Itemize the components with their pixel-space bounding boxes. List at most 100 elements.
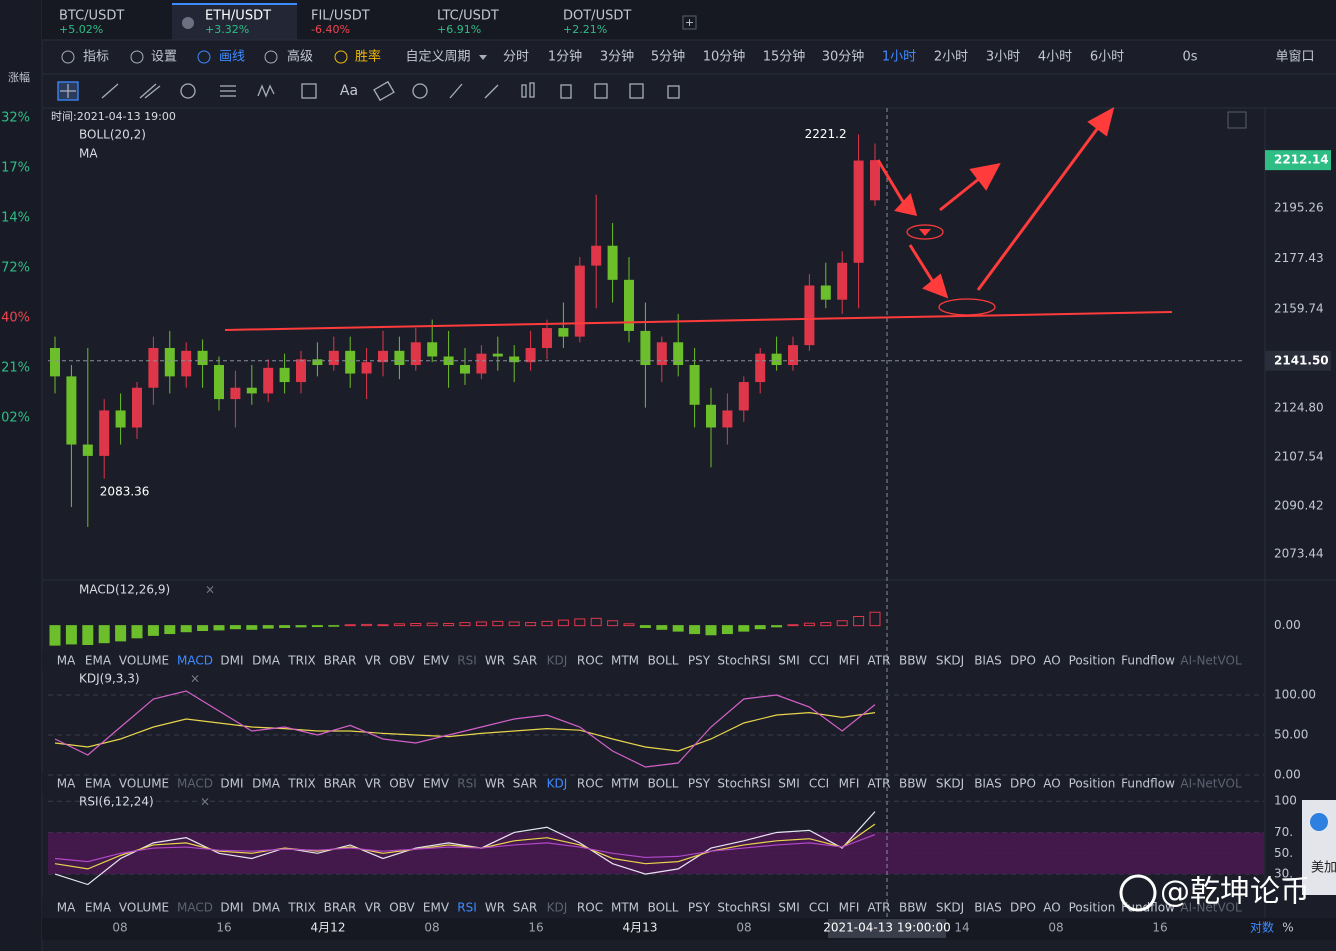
indicator-tab[interactable]: OBV xyxy=(389,901,415,915)
indicator-tab[interactable]: VOLUME xyxy=(119,777,169,791)
indicator-tab[interactable]: VR xyxy=(365,901,382,915)
tab-change[interactable]: -6.40% xyxy=(311,23,350,36)
indicator-tab[interactable]: Fundflow xyxy=(1121,654,1175,668)
toolbar-item[interactable]: 画线 xyxy=(219,50,245,65)
indicator-tab[interactable]: Position xyxy=(1069,654,1116,668)
indicator-tab[interactable]: RSI xyxy=(457,777,477,791)
indicator-tab[interactable]: StochRSI xyxy=(717,654,770,668)
indicator-tab[interactable]: DMI xyxy=(220,777,243,791)
tab-symbol[interactable]: ETH/USDT xyxy=(205,9,271,24)
sidebar-change[interactable]: 2.02% xyxy=(0,411,30,426)
toolbar-item[interactable]: 设置 xyxy=(151,50,177,65)
toolbar-item[interactable]: 1小时 xyxy=(882,50,916,65)
indicator-tab[interactable]: RSI xyxy=(457,654,477,668)
legend-item[interactable]: MA xyxy=(79,147,98,161)
indicator-tab[interactable]: MACD xyxy=(177,901,213,915)
indicator-tab[interactable]: RSI xyxy=(457,901,477,915)
legend-item[interactable]: BOLL(20,2) xyxy=(79,128,146,142)
toolbar-item[interactable]: 4小时 xyxy=(1038,50,1072,65)
indicator-tab[interactable]: PSY xyxy=(688,777,711,791)
tab-change[interactable]: +2.21% xyxy=(563,23,607,36)
sidebar-change[interactable]: 6.40% xyxy=(0,311,30,326)
tab-symbol[interactable]: BTC/USDT xyxy=(59,9,124,24)
indicator-tab[interactable]: MTM xyxy=(611,777,639,791)
indicator-tab[interactable]: AO xyxy=(1043,777,1060,791)
sidebar-change[interactable]: 2.21% xyxy=(0,361,30,376)
indicator-tab[interactable]: MA xyxy=(57,901,76,915)
indicator-tab[interactable]: BIAS xyxy=(974,901,1002,915)
indicator-tab[interactable]: BRAR xyxy=(324,654,357,668)
toolbar-item[interactable]: 30分钟 xyxy=(822,49,865,65)
toolbar-item[interactable]: 15分钟 xyxy=(763,49,806,65)
indicator-tab[interactable]: MFI xyxy=(839,777,860,791)
indicator-tab[interactable]: EMV xyxy=(423,901,450,915)
indicator-tab[interactable]: CCI xyxy=(809,777,829,791)
indicator-tab[interactable]: EMV xyxy=(423,777,450,791)
indicator-tab[interactable]: BOLL xyxy=(648,654,679,668)
indicator-tab[interactable]: BOLL xyxy=(648,901,679,915)
side-popup-text[interactable]: 美加 xyxy=(1311,861,1336,876)
indicator-tab[interactable]: TRIX xyxy=(287,654,315,668)
indicator-tab[interactable]: ATR xyxy=(868,777,891,791)
indicator-tab[interactable]: BIAS xyxy=(974,654,1002,668)
indicator-tab[interactable]: StochRSI xyxy=(717,777,770,791)
toolbar-item[interactable]: 0s xyxy=(1182,50,1197,65)
indicator-tab[interactable]: OBV xyxy=(389,654,415,668)
indicator-tab[interactable]: BBW xyxy=(899,654,927,668)
indicator-tab[interactable]: DMA xyxy=(252,777,281,791)
indicator-tab[interactable]: CCI xyxy=(809,901,829,915)
indicator-tab[interactable]: PSY xyxy=(688,901,711,915)
indicator-tab[interactable]: MFI xyxy=(839,654,860,668)
indicator-tab[interactable]: MACD xyxy=(177,777,213,791)
indicator-tab[interactable]: VR xyxy=(365,777,382,791)
indicator-tab[interactable]: SMI xyxy=(778,777,800,791)
indicator-tab[interactable]: TRIX xyxy=(287,901,315,915)
toolbar-item[interactable]: 3分钟 xyxy=(600,49,634,65)
indicator-tab[interactable]: BRAR xyxy=(324,901,357,915)
indicator-tab[interactable]: SKDJ xyxy=(936,777,964,791)
toolbar-icon[interactable] xyxy=(334,50,348,64)
indicator-tab[interactable]: StochRSI xyxy=(717,901,770,915)
indicator-tab[interactable]: SAR xyxy=(513,901,537,915)
indicator-tab[interactable]: TRIX xyxy=(287,777,315,791)
indicator-tab[interactable]: BOLL xyxy=(648,777,679,791)
tab-symbol[interactable]: DOT/USDT xyxy=(563,9,631,24)
indicator-tab[interactable]: SMI xyxy=(778,901,800,915)
toolbar-item[interactable]: 单窗口 xyxy=(1275,49,1314,65)
indicator-tab[interactable]: DPO xyxy=(1010,654,1036,668)
toolbar-item[interactable]: 高级 xyxy=(287,49,313,65)
indicator-tab[interactable]: WR xyxy=(485,777,505,791)
indicator-tab[interactable]: DPO xyxy=(1010,777,1036,791)
toolbar-item[interactable]: 1分钟 xyxy=(548,49,582,65)
indicator-tab[interactable]: DPO xyxy=(1010,901,1036,915)
tab-symbol[interactable]: FIL/USDT xyxy=(311,9,370,24)
axis-mode[interactable]: 对数 xyxy=(1250,920,1274,935)
sidebar-change[interactable]: 6.72% xyxy=(0,261,30,276)
toolbar-item[interactable]: 分时 xyxy=(503,50,529,65)
indicator-tab[interactable]: KDJ xyxy=(547,654,568,668)
indicator-tab[interactable]: ROC xyxy=(577,654,603,668)
indicator-tab[interactable]: ATR xyxy=(868,654,891,668)
toolbar-icon[interactable] xyxy=(264,50,278,64)
panel-close[interactable]: × xyxy=(200,795,210,809)
toolbar-icon[interactable] xyxy=(197,50,211,64)
indicator-tab[interactable]: Position xyxy=(1069,901,1116,915)
indicator-tab[interactable]: SKDJ xyxy=(936,901,964,915)
sidebar-change[interactable]: 1.14% xyxy=(0,211,30,226)
indicator-tab[interactable]: EMA xyxy=(85,654,112,668)
indicator-tab[interactable]: MA xyxy=(57,777,76,791)
indicator-tab[interactable]: SAR xyxy=(513,777,537,791)
toolbar-item[interactable]: 胜率 xyxy=(355,49,381,65)
indicator-tab[interactable]: MTM xyxy=(611,901,639,915)
indicator-tab[interactable]: DMI xyxy=(220,901,243,915)
indicator-tab[interactable]: AI-NetVOL xyxy=(1180,901,1242,915)
tab-symbol[interactable]: LTC/USDT xyxy=(437,9,499,24)
indicator-tab[interactable]: Fundflow xyxy=(1121,777,1175,791)
indicator-tab[interactable]: ROC xyxy=(577,901,603,915)
indicator-tab[interactable]: VOLUME xyxy=(119,654,169,668)
indicator-tab[interactable]: VR xyxy=(365,654,382,668)
indicator-tab[interactable]: EMA xyxy=(85,901,112,915)
tab-change[interactable]: +5.02% xyxy=(59,23,103,36)
fullscreen-icon[interactable] xyxy=(1227,111,1247,129)
indicator-tab[interactable]: AO xyxy=(1043,654,1060,668)
